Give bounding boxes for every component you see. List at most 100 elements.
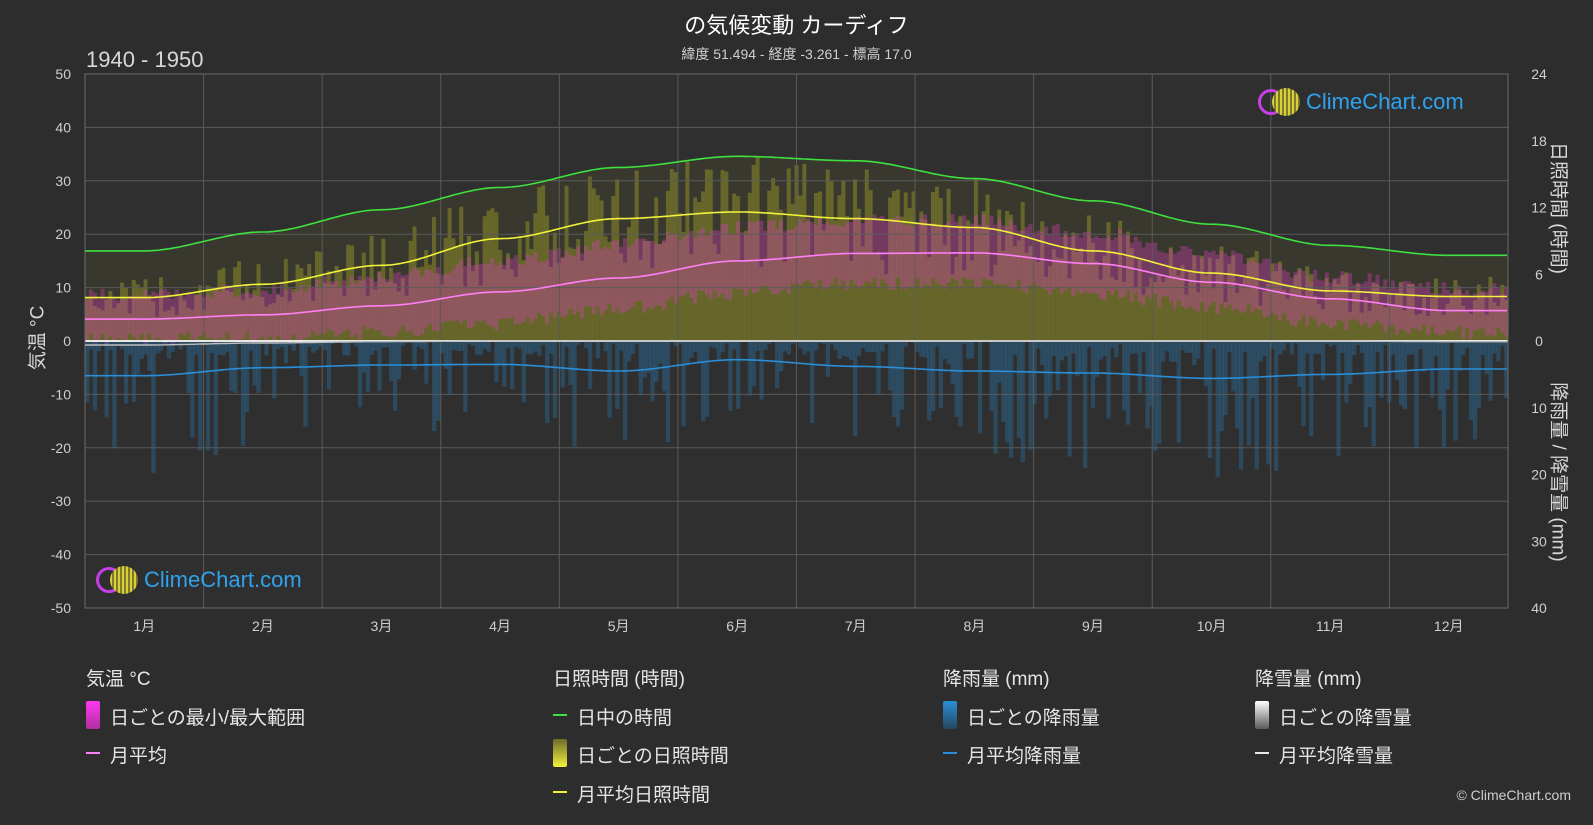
x-tick-label: 9月: [1082, 618, 1104, 634]
rain-day-bar: [1102, 341, 1107, 357]
sunshine-day-bar: [732, 193, 737, 341]
temp-range-day-bar: [248, 293, 254, 342]
rain-day-bar: [677, 341, 682, 345]
sunshine-day-bar: [256, 264, 262, 341]
rain-day-bar: [638, 341, 643, 396]
rain-day-bar: [1075, 341, 1080, 377]
rain-day-bar: [100, 341, 105, 344]
temp-range-day-bar: [517, 264, 523, 325]
temp-range-day-bar: [720, 223, 725, 294]
rain-day-bar: [389, 341, 394, 382]
sunshine-day-bar: [623, 262, 628, 341]
rain-day-bar: [182, 341, 187, 344]
sunshine-day-bar: [1012, 246, 1018, 341]
temp-range-day-bar: [697, 230, 702, 291]
daylight-day-bar: [385, 209, 390, 341]
sunshine-day-bar: [1457, 289, 1462, 341]
rain-day-bar: [365, 341, 370, 392]
temp-range-day-bar: [1114, 237, 1119, 290]
sunshine-day-bar: [681, 231, 686, 341]
legend-rain-head: 降雨量 (mm): [943, 669, 1050, 690]
temp-range-day-bar: [162, 289, 168, 344]
legend-temp-avg-swatch: [86, 752, 100, 754]
rain-day-bar: [342, 341, 347, 356]
sunshine-day-bar: [1133, 286, 1139, 341]
temp-range-day-bar: [1437, 293, 1443, 336]
temp-range-day-bar: [1196, 255, 1201, 312]
rain-day-bar: [1344, 341, 1349, 403]
daylight-day-bar: [260, 231, 265, 341]
sunshine-day-bar: [1476, 284, 1482, 341]
sunshine-day-bar: [463, 286, 468, 341]
rain-day-bar: [529, 341, 534, 355]
temp-range-day-bar: [1215, 254, 1221, 314]
sunshine-day-bar: [1270, 263, 1275, 341]
rain-day-bar: [1465, 341, 1470, 348]
daylight-day-bar: [92, 250, 98, 341]
temp-range-day-bar: [1008, 221, 1014, 288]
temp-range-day-bar: [646, 240, 651, 308]
sunshine-day-bar: [96, 307, 102, 341]
rain-day-bar: [1188, 341, 1193, 353]
temp-range-day-bar: [85, 299, 90, 341]
legend-rain-daily-swatch: [943, 701, 957, 729]
rain-day-bar: [658, 341, 663, 364]
x-tick-label: 5月: [608, 618, 630, 634]
sunshine-day-bar: [392, 283, 398, 341]
daylight-day-bar: [112, 250, 117, 341]
temp-range-day-bar: [1394, 288, 1400, 335]
sunshine-day-bar: [541, 185, 546, 341]
rain-day-bar: [147, 341, 152, 371]
logo-bottom[interactable]: ClimeChart.com: [96, 566, 302, 594]
rain-day-bar: [1129, 341, 1135, 354]
temp-range-day-bar: [139, 297, 145, 335]
sunshine-day-bar: [509, 269, 515, 341]
sunshine-day-bar: [1398, 281, 1404, 341]
sunshine-day-bar: [1430, 298, 1435, 341]
daylight-day-bar: [782, 157, 788, 341]
temp-range-day-bar: [1402, 280, 1408, 331]
sunshine-day-bar: [1461, 305, 1466, 341]
rain-day-bar: [997, 341, 1002, 383]
sunshine-day-bar: [712, 243, 718, 341]
rain-day-bar: [1375, 341, 1380, 352]
temp-range-day-bar: [166, 291, 172, 343]
temp-range-day-bar: [903, 225, 909, 290]
sunshine-day-bar: [143, 279, 148, 341]
daylight-day-bar: [1504, 255, 1509, 341]
temp-range-day-bar: [712, 230, 718, 292]
sunshine-day-bar: [1110, 276, 1115, 341]
rain-day-bar: [1044, 341, 1049, 419]
temp-range-day-bar: [611, 241, 616, 313]
y-right-top-tick-label: 0: [1535, 333, 1543, 349]
logo-top[interactable]: ClimeChart.com: [1258, 88, 1464, 116]
daylight-day-bar: [279, 230, 285, 341]
temp-range-day-bar: [1200, 258, 1205, 303]
sunshine-day-bar: [661, 242, 667, 341]
rain-day-bar: [1090, 341, 1096, 408]
temp-range-day-bar: [665, 231, 671, 300]
temp-range-day-bar: [1235, 253, 1240, 309]
rain-day-bar: [845, 341, 850, 357]
rain-day-bar: [276, 341, 281, 349]
sunshine-day-bar: [92, 306, 98, 341]
temp-range-day-bar: [856, 216, 862, 288]
daylight-day-bar: [689, 160, 694, 341]
rain-day-bar: [1207, 341, 1213, 459]
rain-day-bar: [763, 341, 768, 350]
rain-day-bar: [786, 341, 792, 355]
sunshine-day-bar: [1410, 284, 1416, 341]
temp-range-day-bar: [264, 291, 269, 342]
sunshine-day-bar: [381, 238, 386, 341]
rain-day-bar: [396, 341, 402, 380]
sunshine-day-bar: [1371, 283, 1377, 341]
sunshine-day-bar: [104, 299, 109, 341]
sunshine-day-bar: [361, 252, 367, 341]
rain-day-bar: [1137, 341, 1142, 394]
rain-day-bar: [685, 341, 690, 364]
temp-range-day-bar: [299, 285, 304, 343]
temp-range-day-bar: [1371, 281, 1377, 325]
sunshine-day-bar: [669, 168, 675, 341]
sunshine-day-bar: [400, 278, 406, 341]
temp-range-day-bar: [272, 285, 277, 341]
